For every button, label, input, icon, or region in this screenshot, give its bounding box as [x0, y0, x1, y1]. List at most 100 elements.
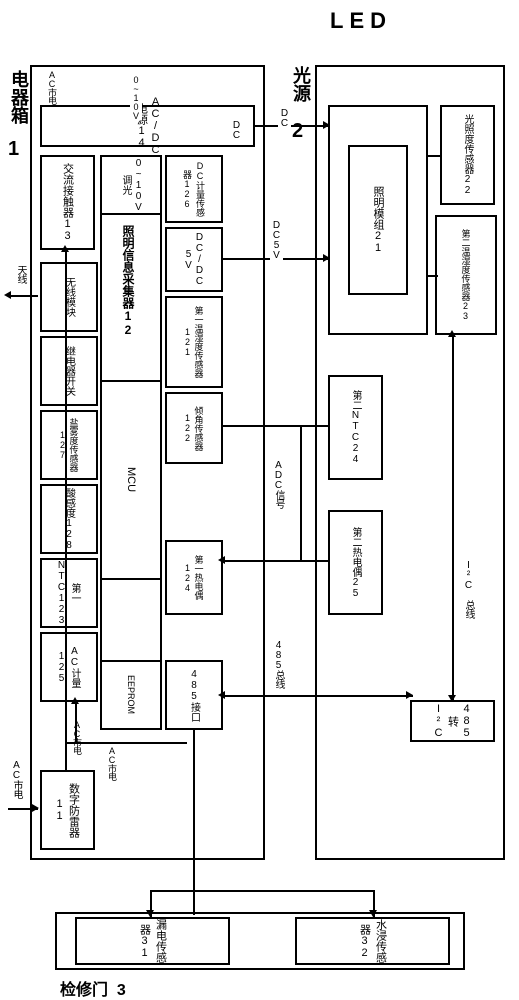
mcu-label: MCU	[125, 467, 137, 492]
tilt-label: 倾角传感器122	[183, 394, 206, 462]
comp-water-sensor: 水浸传感器32	[295, 917, 450, 965]
lbl-antenna: 天线	[12, 265, 29, 283]
comp-thermo2: 第二热电偶25	[328, 510, 383, 615]
line-acmeter-up	[75, 702, 77, 744]
comp-mcu: MCU	[100, 380, 162, 580]
comp-digital-lightning: 数字防雷器11	[40, 770, 95, 850]
comp-ac-dc-psu: AC/DC电源14	[40, 105, 255, 147]
comp-ac-contactor: 交流接触器13	[40, 155, 95, 250]
lbl-i2c: I²C 总线	[460, 560, 477, 618]
comp-leak-sensor: 漏电传感器31	[75, 917, 230, 965]
salt-fog-label: 盐雾度传感器127	[58, 412, 81, 478]
arrow-dc5v	[323, 254, 330, 262]
line-adc2	[223, 560, 330, 562]
comp-temp-humid2: 第二温湿度传感器23	[435, 215, 497, 335]
comp-relay: 继电器开关	[40, 336, 98, 406]
arrow-i2c-up	[448, 330, 456, 337]
eeprom-label: EEPROM	[126, 675, 136, 714]
comp-485-i2c: 485转I²C	[410, 700, 495, 742]
line-light-illum	[428, 155, 442, 157]
lbl-dc-top: DC	[230, 120, 243, 140]
title-service-door: 检修门 3	[60, 976, 126, 1000]
line-acmeter	[67, 742, 187, 744]
line-485-service	[150, 890, 375, 892]
elec-box-label: 电器箱	[9, 70, 29, 124]
arrow-leak	[146, 910, 154, 917]
line-lightning-up	[65, 250, 67, 770]
illum-sensor-label: 光照度传感器22	[460, 114, 475, 196]
lbl-ac2: AC市电	[45, 70, 60, 104]
arrow-antenna	[4, 291, 11, 299]
lbl-ac1: AC市电	[70, 720, 85, 754]
comp-ntc2: 第二NTC24	[328, 375, 383, 480]
led-title-vert: 光源	[288, 66, 314, 102]
leak-sensor-label: 漏电传感器31	[137, 919, 169, 963]
temp-humid1-label: 第一温湿度传感器121	[183, 298, 206, 386]
led-title-row: LED	[330, 8, 392, 34]
lbl-adc: ADC信号	[270, 460, 287, 508]
line-adc1	[223, 425, 330, 427]
comp-salt-fog-sensor: 盐雾度传感器127	[40, 410, 98, 480]
light-module-label: 照明模组21	[370, 186, 386, 254]
lbl-ac-in: AC市电	[8, 760, 25, 798]
dc-meter-label: DC计量传感器126	[181, 157, 207, 221]
lbl-ac3: AC市电	[105, 746, 120, 780]
comp-ntc1: 第一NTC123	[40, 558, 98, 628]
arrow-acmeter	[71, 697, 79, 704]
dcdc-label: DC/DC 5V	[183, 229, 205, 290]
lbl-010v: 0~10V	[130, 75, 142, 120]
arrow-dc	[323, 121, 330, 129]
ntc1-label: 第一NTC123	[56, 560, 82, 626]
lbl-dc: DC	[278, 108, 291, 128]
ac-meter-label: AC计量125	[56, 634, 82, 700]
arrow-i2c-dn	[448, 695, 456, 702]
comp-light-module: 照明模组21	[328, 105, 428, 335]
arrow-lightning-up	[61, 245, 69, 252]
temp-humid2-label: 第二温湿度传感器23	[460, 229, 473, 321]
comp-thermo1: 第一热电偶124	[165, 540, 223, 615]
wireless-label: 无线模块	[62, 277, 77, 317]
ntc2-label: 第二NTC24	[348, 390, 363, 465]
comp-illum-sensor: 光照度传感器22	[440, 105, 495, 205]
comp-dc-meter: DC计量传感器126	[165, 155, 223, 223]
service-door-label: 检修门	[60, 982, 108, 999]
comp-dcdc: DC/DC 5V	[165, 227, 223, 292]
led-source-number: 2	[292, 120, 303, 142]
comp-acid-sensor: 酸感度128	[40, 484, 98, 554]
arrow-485-l	[218, 691, 225, 699]
lbl-485: 485总线	[270, 640, 287, 688]
line-i2c	[452, 335, 454, 700]
acid-label: 酸感度128	[62, 488, 77, 551]
comp-tilt: 倾角传感器122	[165, 392, 223, 464]
if485-label: 485接口	[187, 669, 202, 722]
conv485-label: 485转I²C	[433, 702, 473, 740]
arrow-water	[369, 910, 377, 917]
line-antenna	[8, 295, 38, 297]
water-sensor-label: 水浸传感器32	[357, 919, 389, 963]
num-led-source: 2	[292, 120, 303, 143]
comp-temp-humid1: 第一温湿度传感器121	[165, 296, 223, 388]
title-elec-box: 电器箱	[6, 70, 32, 124]
comp-dimming: 0~10V调光	[100, 155, 162, 215]
collector-label: 照明信息采集器12	[120, 225, 137, 337]
arrow-ac-in	[32, 804, 39, 812]
elec-box-number: 1	[8, 138, 19, 160]
comp-485-interface: 485接口	[165, 660, 223, 730]
line-i2c-tap2	[428, 275, 438, 277]
line-adc-join	[300, 425, 302, 562]
lightning-label: 数字防雷器11	[54, 772, 82, 848]
line-dc	[255, 125, 330, 127]
lbl-dc5v: DC5V	[270, 220, 283, 260]
comp-ac-meter: AC计量125	[40, 632, 98, 702]
relay-label: 继电器开关	[62, 346, 77, 396]
arrow-adc	[218, 556, 225, 564]
comp-eeprom: EEPROM	[100, 660, 162, 730]
arrow-485-r	[406, 691, 413, 699]
comp-wireless: 无线模块	[40, 262, 98, 332]
ac-contactor-label: 交流接触器13	[60, 163, 76, 242]
num-elec-box: 1	[8, 138, 19, 161]
thermo1-label: 第一热电偶124	[183, 542, 206, 613]
thermo2-label: 第二热电偶25	[348, 527, 363, 599]
line-485	[223, 695, 413, 697]
service-door-number: 3	[117, 982, 126, 999]
